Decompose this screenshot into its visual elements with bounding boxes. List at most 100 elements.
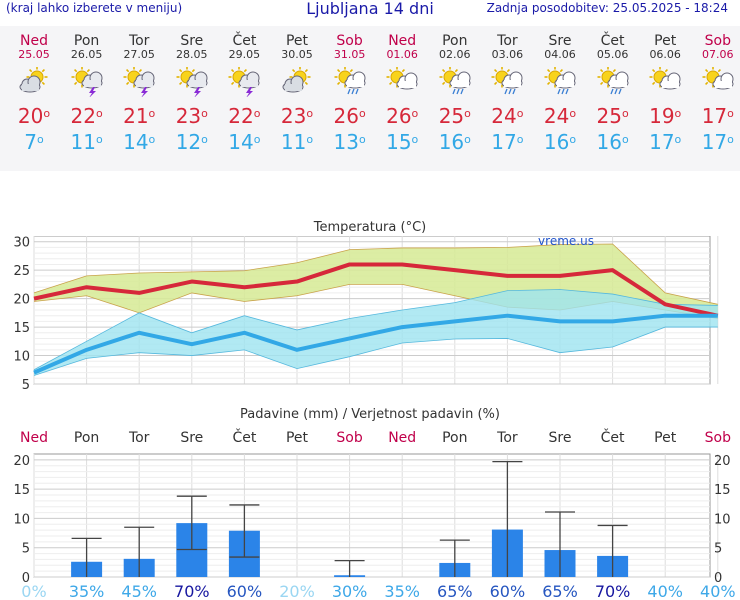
sun-ray	[349, 69, 353, 73]
cloud-glyph	[81, 71, 103, 89]
temp-min-value: 15	[386, 130, 412, 154]
rain-drop	[561, 88, 565, 95]
lightning-bolt	[193, 87, 201, 97]
cloud-glyph	[133, 71, 155, 89]
sun-ray	[336, 81, 340, 85]
day-name: Sob	[336, 33, 363, 49]
cloud-fill	[346, 80, 364, 87]
probability-label: 40%	[700, 582, 736, 598]
degree-symbol: o	[727, 107, 734, 120]
y-tick-label-right: 0	[714, 571, 722, 586]
sun-ray	[704, 69, 709, 73]
day-name: Pon	[73, 33, 100, 49]
temp-max: 20o	[8, 105, 60, 127]
cloud-fill	[609, 80, 627, 87]
y-tick-label-left: 5	[22, 542, 30, 557]
sun-ray	[559, 69, 563, 73]
y-tick-label-right: 10	[714, 512, 731, 527]
temp-min-value: 16	[596, 130, 622, 154]
day-date: 02.06	[439, 48, 471, 61]
temp-min: 16o	[429, 131, 481, 153]
day-name: Ned	[388, 33, 417, 49]
probability-label: 70%	[595, 582, 631, 598]
temp-max-value: 25	[438, 104, 465, 128]
temp-min-value: 16	[543, 130, 570, 154]
temp-min: 16o	[587, 131, 639, 153]
cloud-fill	[662, 81, 680, 88]
temp-min: 14o	[218, 131, 270, 153]
degree-symbol: o	[569, 133, 577, 146]
sun-ray	[494, 81, 498, 85]
thunderstorm-sun-icon	[176, 67, 208, 97]
temp-min-value: 13	[333, 130, 359, 154]
temp-max-value: 20	[17, 104, 44, 128]
cloud-glyph	[607, 71, 629, 89]
cloud-glyph	[238, 71, 260, 89]
sun-ray	[612, 69, 616, 73]
header: (kraj lahko izberete v meniju) Ljubljana…	[0, 0, 740, 20]
menu-hint[interactable]: (kraj lahko izberete v meniju)	[6, 1, 183, 15]
band-edge-upper	[33, 243, 718, 305]
degree-symbol: o	[95, 107, 103, 120]
sun-ray	[599, 69, 603, 73]
y-tick-label: 10	[13, 350, 30, 365]
temp-max-value: 23	[175, 104, 202, 128]
cloud-glyph	[186, 71, 208, 89]
y-tick-label-left: 15	[13, 483, 30, 498]
sun-ray	[292, 69, 296, 73]
forecast-day: Pon 26.05 22o 11o	[61, 33, 113, 154]
forecast-day: Ned 25.05 20o 7o	[8, 34, 60, 154]
day-date: 05.06	[596, 48, 629, 61]
temperature-chart-title: Temperatura (°C)	[313, 220, 427, 235]
sun-ray	[231, 81, 235, 85]
band-edge-lower	[33, 326, 718, 376]
temp-max: 22o	[218, 105, 270, 127]
sun-ray	[547, 81, 551, 85]
degree-symbol: o	[621, 133, 629, 146]
day-name: Čet	[232, 33, 257, 49]
sun-glyph	[491, 67, 513, 88]
sun-ray	[231, 69, 235, 73]
cloud-fill	[241, 80, 259, 87]
forecast-day: Ned 01.06 26o 15o	[376, 33, 428, 154]
day-axis-label: Ned	[20, 430, 48, 446]
sun-cloud-icon	[649, 67, 681, 90]
sun-ray	[389, 69, 393, 73]
degree-symbol: o	[306, 107, 314, 120]
temp-min-value: 17	[491, 130, 517, 154]
sun-ray	[664, 69, 669, 73]
cloud-glyph	[19, 75, 41, 93]
lightning-bolt	[141, 87, 149, 97]
day-axis-label: Sob	[336, 430, 362, 446]
day-date: 27.05	[123, 48, 155, 61]
y-tick-label-right: 15	[714, 483, 731, 498]
day-name: Tor	[497, 33, 518, 49]
temp-min-value: 17	[649, 130, 675, 154]
y-tick-label: 30	[13, 236, 30, 251]
sun-cloud-rain-icon	[597, 67, 629, 95]
degree-symbol: o	[43, 107, 51, 120]
day-date: 30.05	[281, 48, 313, 61]
sun-ray	[704, 81, 709, 85]
temp-min-value: 11	[70, 130, 96, 154]
series-line-tmin	[33, 313, 718, 375]
sun-ray	[126, 69, 130, 73]
degree-symbol: o	[674, 133, 682, 146]
temp-max-value: 21	[123, 104, 149, 128]
day-name: Čet	[600, 33, 625, 49]
temp-max-value: 24	[491, 104, 517, 128]
degree-symbol: o	[306, 133, 314, 146]
probability-label: 70%	[174, 582, 210, 598]
day-axis-label: Pet	[286, 430, 309, 446]
degree-symbol: o	[201, 107, 208, 120]
day-name: Sre	[180, 33, 204, 49]
sun-ray	[494, 69, 498, 73]
degree-symbol: o	[411, 107, 419, 120]
probability-label: 65%	[542, 582, 578, 598]
band-edge-upper	[33, 289, 718, 371]
temp-min-value: 14	[228, 130, 254, 154]
rain-drop	[557, 88, 561, 95]
day-name: Tor	[128, 33, 150, 49]
sun-ray	[126, 81, 130, 85]
cloud-fill	[188, 80, 206, 87]
